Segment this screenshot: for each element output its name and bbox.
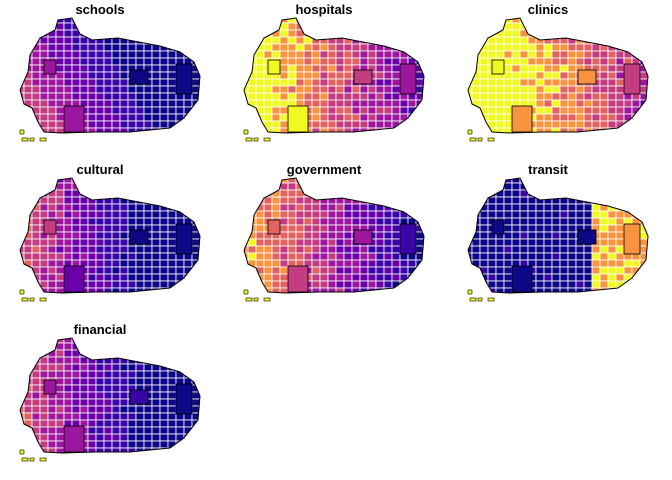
choropleth-map [19,177,201,302]
map-outline [467,177,649,294]
panel-title: cultural [76,162,124,177]
map-panel-government: government [224,160,448,320]
panel-title: transit [528,162,568,177]
map-panel-clinics: clinics [448,0,672,160]
panel-title: government [286,162,362,177]
map-outline [19,337,201,454]
map-outline [243,177,425,294]
choropleth-map [19,337,201,462]
panel-title: schools [75,2,125,17]
choropleth-map [467,17,649,142]
map-panel-schools: schools [0,0,224,160]
map-outline [243,17,425,134]
map-panel-cultural: cultural [0,160,224,320]
panel-title: hospitals [295,2,353,17]
choropleth-map [19,17,201,142]
choropleth-map [467,177,649,302]
choropleth-map [243,17,425,142]
map-panel-transit: transit [448,160,672,320]
panel-title: financial [73,322,127,337]
choropleth-map [243,177,425,302]
map-panel-hospitals: hospitals [224,0,448,160]
map-panel-financial: financial [0,320,224,480]
map-outline [467,17,649,134]
map-outline [19,177,201,294]
map-outline [19,17,201,134]
panel-title: clinics [527,2,569,17]
